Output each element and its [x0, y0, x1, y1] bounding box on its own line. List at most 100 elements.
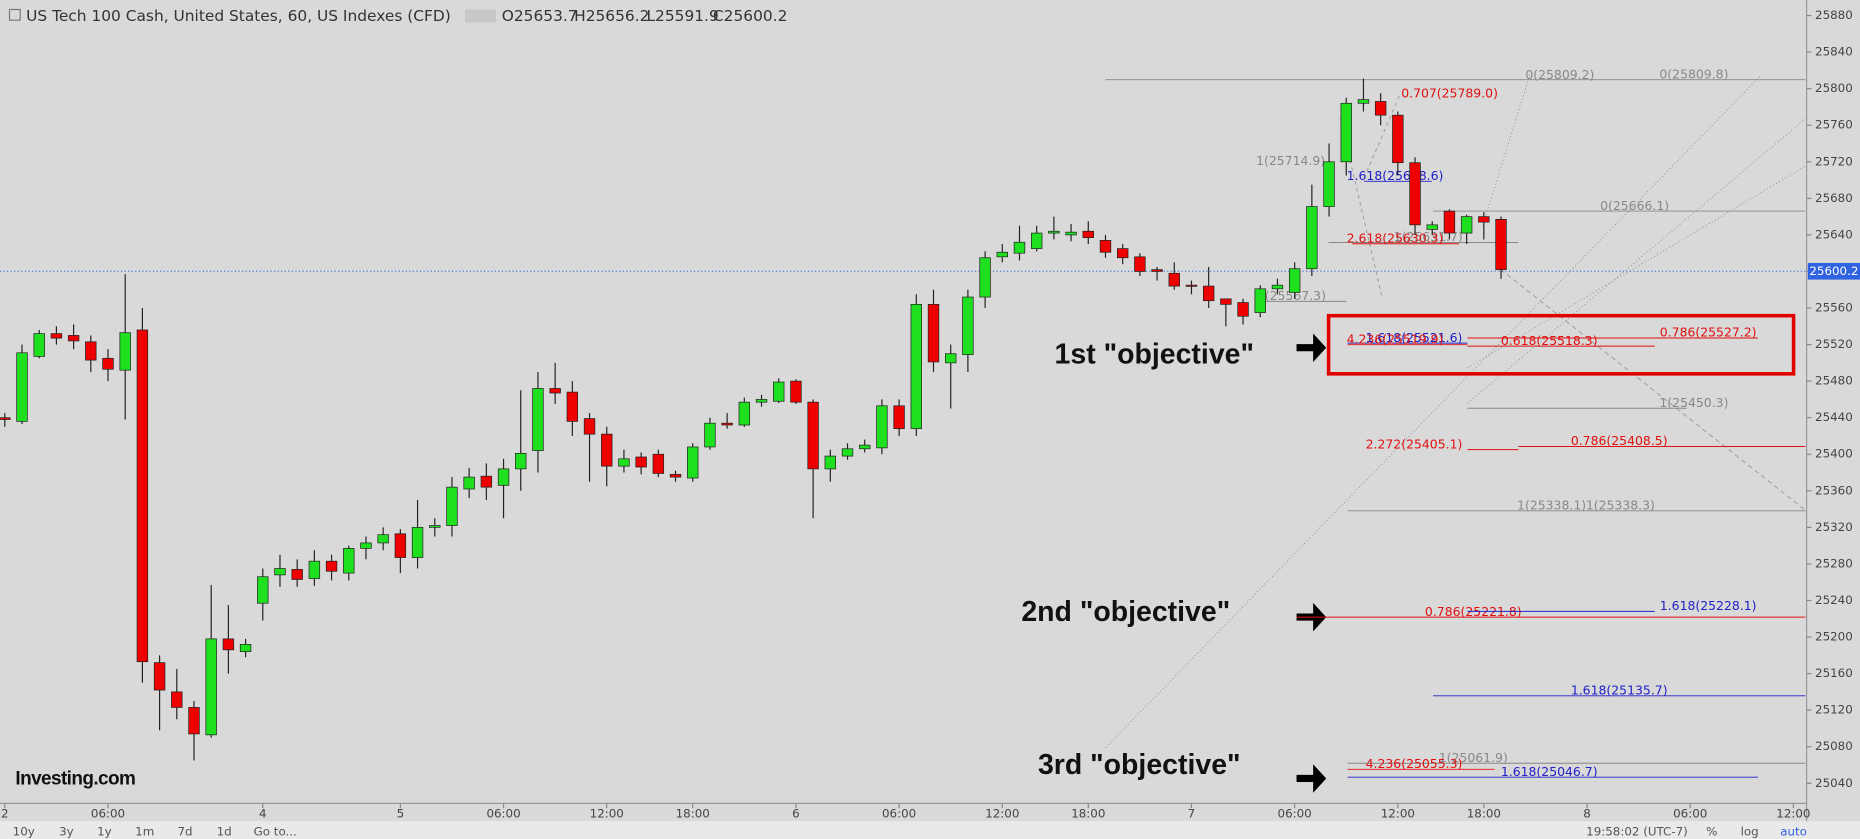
x-tick-label: 18:00	[676, 807, 710, 821]
y-tick-label: 25480	[1815, 374, 1853, 388]
candle-body	[153, 662, 166, 691]
y-tick-label: 25760	[1815, 118, 1853, 132]
x-tick-label: 06:00	[882, 807, 916, 821]
candle-body	[1495, 219, 1507, 270]
fib-label: 4.236(25055.3)	[1366, 756, 1463, 771]
candle-body	[1220, 298, 1232, 305]
candle-body	[1134, 256, 1146, 272]
candle-body	[515, 452, 527, 470]
fib-label: 0.786(25408.5)	[1571, 433, 1668, 448]
fib-label: 1.618(25135.7)	[1571, 683, 1668, 698]
x-tick-label: 18:00	[1071, 807, 1105, 821]
candle-body	[1323, 161, 1335, 207]
scale-option[interactable]: %	[1706, 824, 1717, 838]
candle-body	[618, 458, 630, 467]
candle-body	[497, 468, 510, 486]
candle-body	[755, 399, 768, 403]
fib-label: 0.707(25789.0)	[1401, 85, 1498, 100]
objective-label: 1st "objective"	[1055, 339, 1254, 371]
x-tick-label: 12:00	[1381, 807, 1415, 821]
candle-body	[291, 569, 303, 580]
legend-low: L25591.9	[646, 7, 718, 25]
candle-body	[16, 352, 28, 422]
range-button[interactable]: 7d	[178, 824, 193, 838]
y-tick-label: 25520	[1815, 337, 1853, 351]
candle-body	[325, 560, 338, 572]
range-button[interactable]: 3y	[59, 824, 74, 838]
trend-line	[1363, 94, 1401, 179]
candle-body	[1048, 230, 1060, 234]
candle-body	[566, 391, 579, 422]
legend-close: C25600.2	[713, 7, 787, 25]
y-tick-label: 25320	[1815, 520, 1853, 534]
range-button[interactable]: 10y	[13, 824, 35, 838]
candle-body	[1202, 285, 1215, 302]
candle-body	[446, 486, 458, 526]
candle-body	[1116, 248, 1129, 259]
x-tick-label: 7	[1188, 807, 1196, 821]
candle-body	[480, 475, 493, 488]
candle-body	[1013, 241, 1026, 254]
candle-body	[1151, 269, 1163, 272]
range-button[interactable]: 1d	[217, 824, 232, 838]
candle-body	[704, 422, 716, 448]
candle-body	[257, 576, 269, 604]
candle-body	[1168, 272, 1180, 287]
x-tick-label: 06:00	[1278, 807, 1312, 821]
candle-body	[377, 534, 389, 544]
candle-body	[411, 527, 424, 558]
candle-body	[773, 381, 785, 402]
collapse-icon[interactable]	[8, 8, 21, 21]
y-tick-label: 25240	[1815, 593, 1853, 607]
fib-label: 0(25666.1)	[1600, 198, 1669, 213]
candle-body	[790, 380, 802, 403]
candle-body	[945, 353, 957, 364]
range-button[interactable]: 1m	[135, 824, 154, 838]
y-tick-label: 25680	[1815, 191, 1853, 205]
candle-body	[962, 296, 974, 355]
candle-body	[1288, 268, 1301, 293]
candle-body	[1460, 216, 1473, 234]
candle-body	[274, 568, 286, 576]
fib-label: 4.236(25519.9)	[1347, 331, 1444, 346]
legend-high: H25656.2	[574, 7, 649, 25]
candle-body	[996, 251, 1008, 258]
candle-body	[669, 474, 682, 478]
candle-body	[188, 707, 200, 735]
scale-option[interactable]: auto	[1780, 824, 1807, 838]
x-tick-label: 5	[397, 807, 405, 821]
candle-body	[50, 333, 63, 339]
candle-body	[1357, 99, 1370, 104]
y-tick-label: 25200	[1815, 630, 1853, 644]
fib-label: 1.618(25698.6)	[1347, 168, 1444, 183]
candle-body	[85, 341, 97, 361]
fib-label: 1(25714.9)	[1256, 153, 1325, 168]
y-tick-label: 25160	[1815, 666, 1853, 680]
candle-body	[1340, 102, 1352, 163]
candle-body	[343, 548, 355, 574]
candle-body	[1426, 224, 1438, 230]
x-tick-label: 2	[1, 807, 9, 821]
candle-body	[910, 304, 922, 430]
scale-option[interactable]: log	[1741, 824, 1759, 838]
candle-body	[102, 357, 114, 370]
trend-line	[1467, 118, 1806, 404]
legend-open: O25653.7	[502, 7, 578, 25]
goto-button[interactable]: Go to...	[254, 824, 297, 838]
x-tick-label: 4	[259, 807, 267, 821]
y-tick-label: 25400	[1815, 447, 1853, 461]
objective-label: 2nd "objective"	[1021, 596, 1230, 628]
trend-line	[1105, 74, 1762, 748]
candle-body	[1237, 302, 1249, 317]
y-tick-label: 25120	[1815, 703, 1853, 717]
y-tick-label: 25440	[1815, 410, 1853, 424]
x-tick-label: 6	[792, 807, 800, 821]
trend-line	[1482, 73, 1531, 226]
x-tick-label: 18:00	[1467, 807, 1501, 821]
range-button[interactable]: 1y	[97, 824, 112, 838]
candle-body	[841, 448, 854, 457]
last-price-box	[1807, 262, 1860, 280]
y-tick-label: 25280	[1815, 556, 1853, 570]
